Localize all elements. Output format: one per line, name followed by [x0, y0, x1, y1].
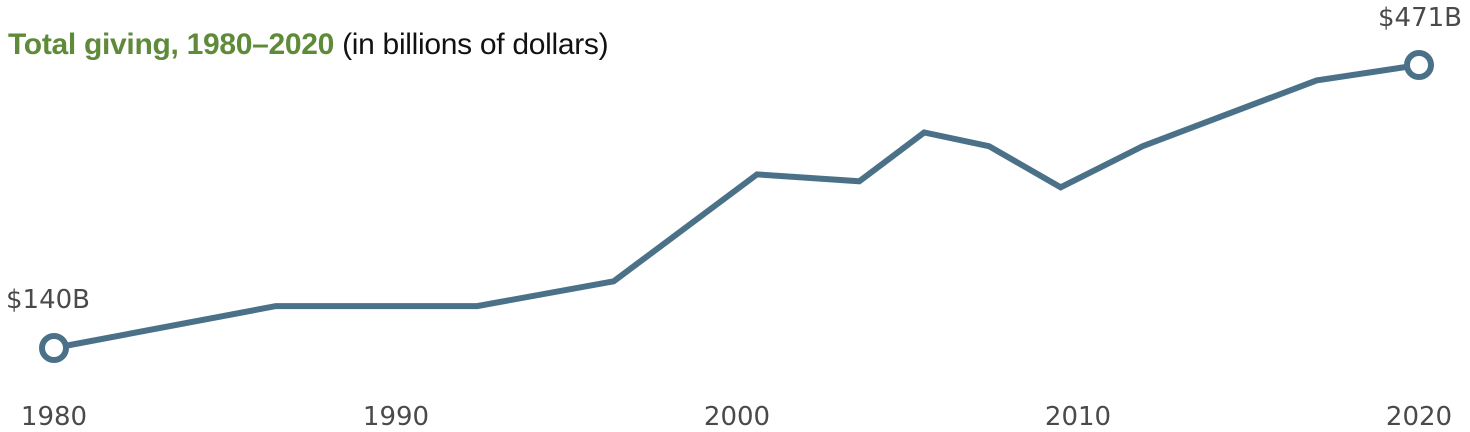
total-giving-line: [51, 62, 1422, 351]
start-point-marker: [39, 333, 69, 363]
chart-title: Total giving, 1980–2020 (in billions of …: [8, 28, 609, 62]
end-value-label: $471B: [1378, 3, 1462, 33]
x-axis: 1980 1990 2000 2010 2020: [21, 402, 1452, 432]
x-tick-2000: 2000: [704, 402, 770, 432]
x-tick-1990: 1990: [363, 402, 429, 432]
x-tick-1980: 1980: [21, 402, 87, 432]
x-tick-2020: 2020: [1386, 402, 1452, 432]
start-value-label: $140B: [6, 285, 90, 315]
x-tick-2010: 2010: [1045, 402, 1111, 432]
end-point-marker: [1404, 50, 1434, 80]
chart-title-units: (in billions of dollars): [342, 28, 609, 61]
chart-title-main: Total giving, 1980–2020: [8, 28, 335, 61]
